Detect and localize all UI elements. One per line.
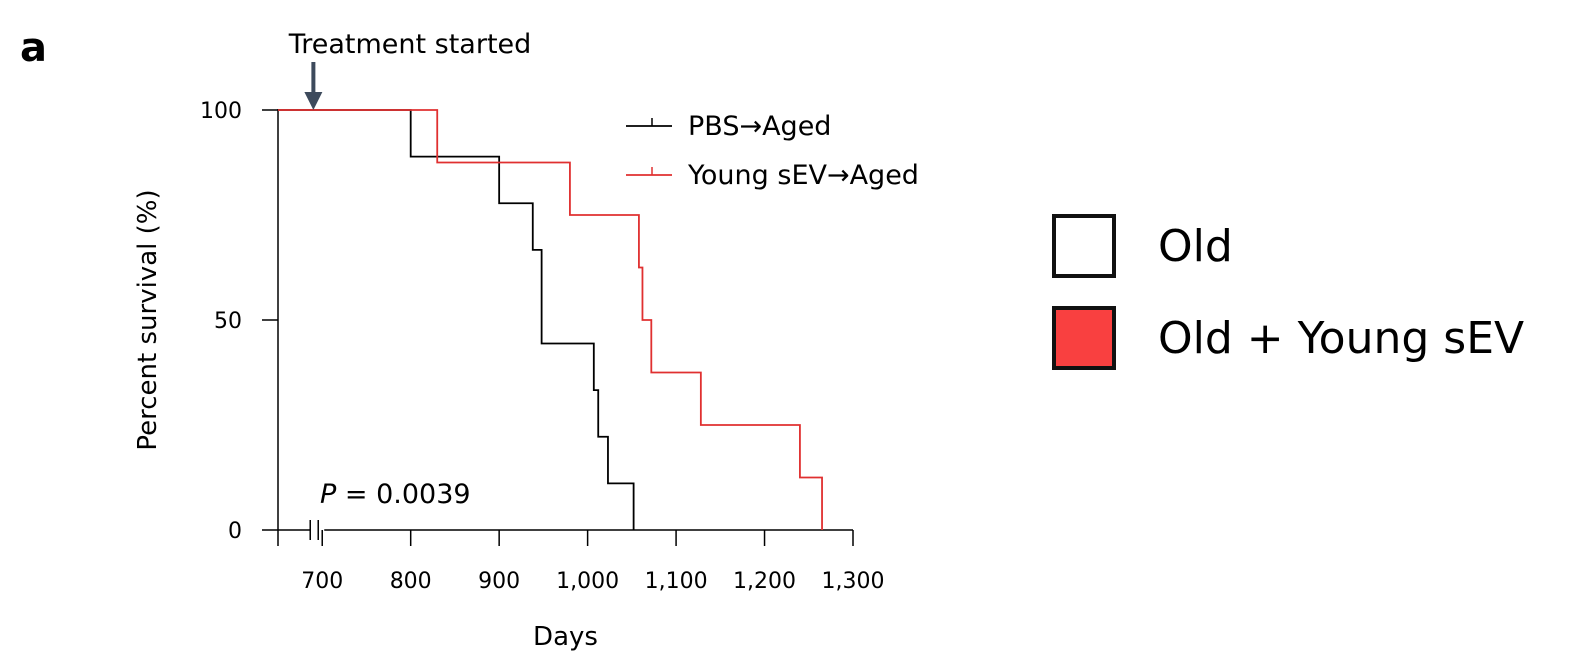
treatment-arrow-head — [304, 92, 323, 110]
x-tick-label: 800 — [390, 569, 432, 594]
legend-item-old: Old — [1052, 214, 1233, 278]
legend-label-0: PBS→Aged — [688, 111, 831, 142]
x-tick-label: 900 — [478, 569, 520, 594]
x-tick-label: 1,300 — [822, 569, 885, 594]
x-axis-title: Days — [533, 622, 598, 652]
legend-item-old-young-sev: Old + Young sEV — [1052, 306, 1524, 370]
p-value-symbol: P — [320, 479, 337, 510]
y-tick-label: 100 — [200, 99, 242, 124]
legend-swatch-old — [1052, 214, 1116, 278]
x-tick-label: 1,100 — [645, 569, 708, 594]
legend-label-1: Young sEV→Aged — [687, 160, 919, 191]
treatment-annotation: Treatment started — [288, 29, 532, 60]
chart-legend: PBS→Aged Young sEV→Aged — [626, 111, 919, 191]
x-tick-label: 700 — [301, 569, 343, 594]
series-line-1 — [278, 109, 823, 530]
x-tick-label: 1,200 — [733, 569, 796, 594]
legend-label-old-young-sev: Old + Young sEV — [1158, 312, 1525, 364]
annotations: Treatment started P = 0.0039 — [288, 29, 532, 510]
panel-label: a — [20, 25, 47, 71]
series-line-0 — [278, 109, 635, 530]
x-tick-label: 1,000 — [556, 569, 619, 594]
legend-swatch-old-young-sev — [1052, 306, 1116, 370]
y-tick-label: 0 — [228, 519, 242, 544]
series-layer — [278, 109, 823, 530]
y-tick-label: 50 — [214, 309, 242, 334]
p-value-number: = 0.0039 — [336, 479, 470, 510]
axes: 0 50 100 700 800 900 1,000 1,100 1,200 1,300 Days P… — [133, 99, 884, 652]
p-value-text: P = 0.0039 — [320, 479, 471, 510]
y-axis-title: Percent survival (%) — [133, 189, 163, 450]
legend-label-old: Old — [1158, 220, 1233, 272]
